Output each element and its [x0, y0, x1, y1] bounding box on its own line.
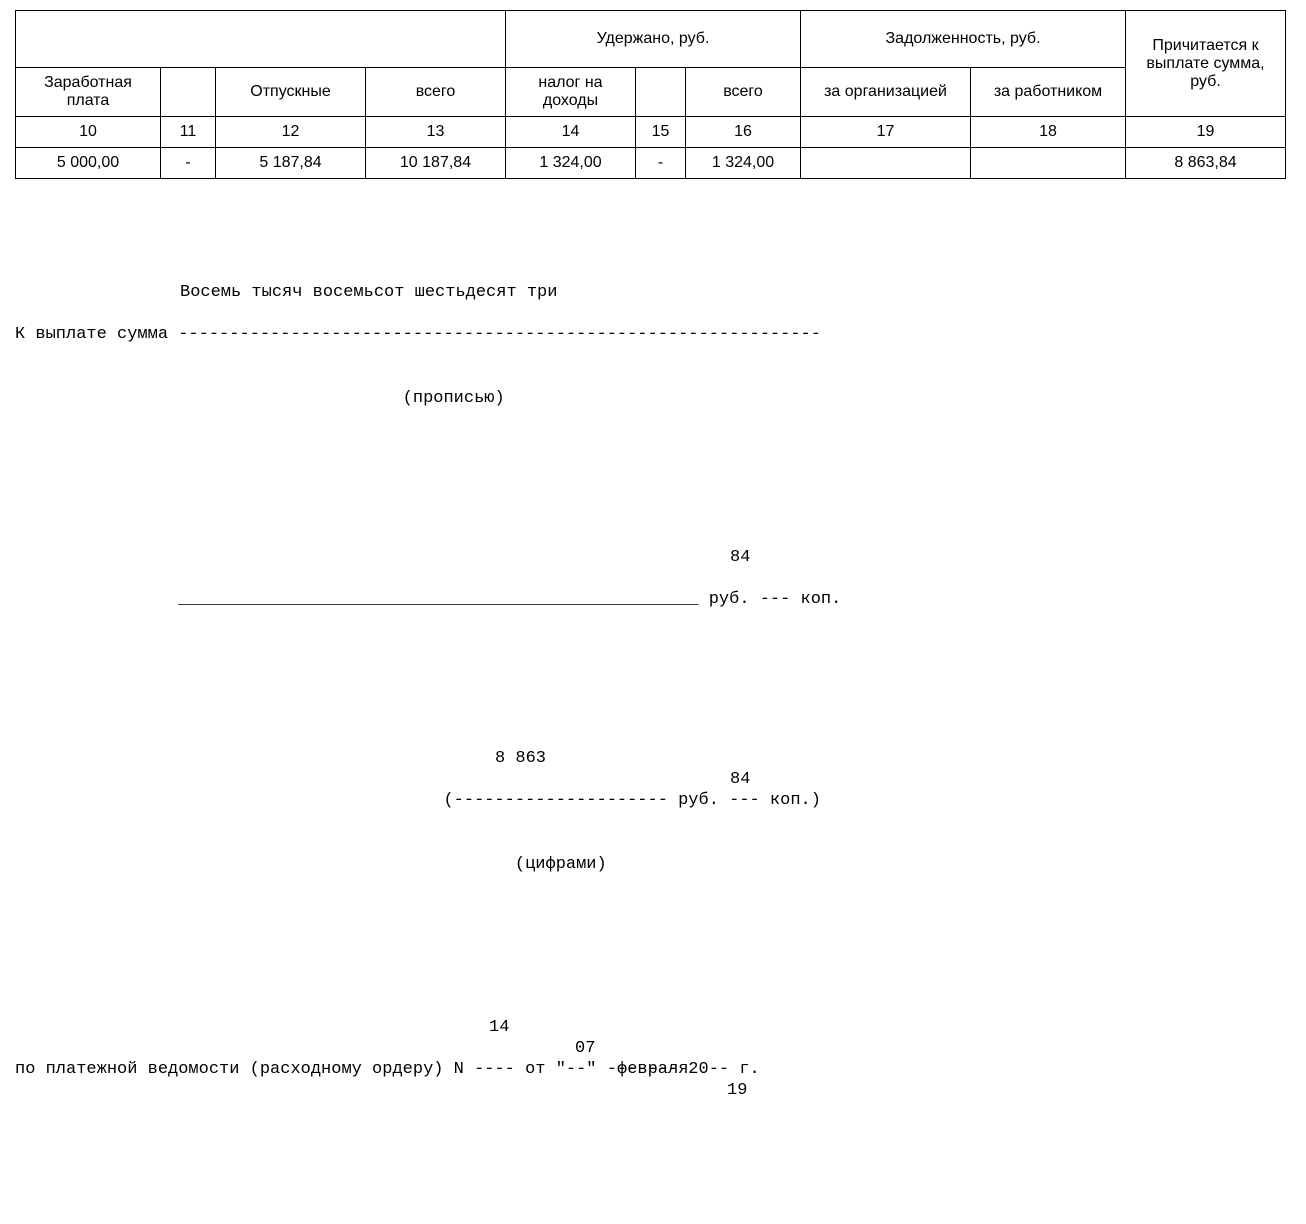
col-debt-emp: за работником [971, 68, 1126, 117]
doc-month: февраля [617, 1059, 688, 1080]
data-row: 5 000,00 - 5 187,84 10 187,84 1 324,00 -… [16, 148, 1286, 179]
rub-value-2: 8 863 [495, 748, 546, 769]
col-15 [636, 68, 686, 117]
column-number-row: 10 11 12 13 14 15 16 17 18 19 [16, 117, 1286, 148]
val-withheld-total: 1 324,00 [686, 148, 801, 179]
val-tax: 1 324,00 [506, 148, 636, 179]
val-11: - [161, 148, 216, 179]
payable-line: К выплате сумма ------------------------… [15, 324, 1291, 345]
val-debt-emp [971, 148, 1126, 179]
header-debt: Задолженность, руб. [801, 11, 1126, 68]
rub-kop-line-1: ________________________________________… [15, 589, 1291, 610]
doc-number: 14 [489, 1017, 509, 1038]
payroll-table: Удержано, руб. Задолженность, руб. Причи… [15, 10, 1286, 179]
rub-kop-line-2: (--------------------- руб. --- коп.) [15, 790, 1291, 811]
val-total: 10 187,84 [366, 148, 506, 179]
kop-value-1: 84 [730, 547, 750, 568]
form-section: Восемь тысяч восемьсот шестьдесят три К … [15, 197, 1291, 1224]
amount-words: Восемь тысяч восемьсот шестьдесят три [180, 282, 557, 303]
col-debt-org: за организацией [801, 68, 971, 117]
val-salary: 5 000,00 [16, 148, 161, 179]
doc-year: 19 [727, 1080, 747, 1101]
words-caption: (прописью) [15, 388, 1291, 409]
col-salary: Заработная плата [16, 68, 161, 117]
col-11 [161, 68, 216, 117]
kop-value-2: 84 [730, 769, 750, 790]
val-15: - [636, 148, 686, 179]
header-due: Причитается к выплате сумма, руб. [1126, 11, 1286, 117]
col-income-tax: налог на доходы [506, 68, 636, 117]
col-total: всего [366, 68, 506, 117]
val-vacation: 5 187,84 [216, 148, 366, 179]
val-due: 8 863,84 [1126, 148, 1286, 179]
digits-caption: (цифрами) [15, 854, 1291, 875]
val-debt-org [801, 148, 971, 179]
header-withheld: Удержано, руб. [506, 11, 801, 68]
col-withheld-total: всего [686, 68, 801, 117]
col-vacation: Отпускные [216, 68, 366, 117]
doc-day: 07 [575, 1038, 595, 1059]
